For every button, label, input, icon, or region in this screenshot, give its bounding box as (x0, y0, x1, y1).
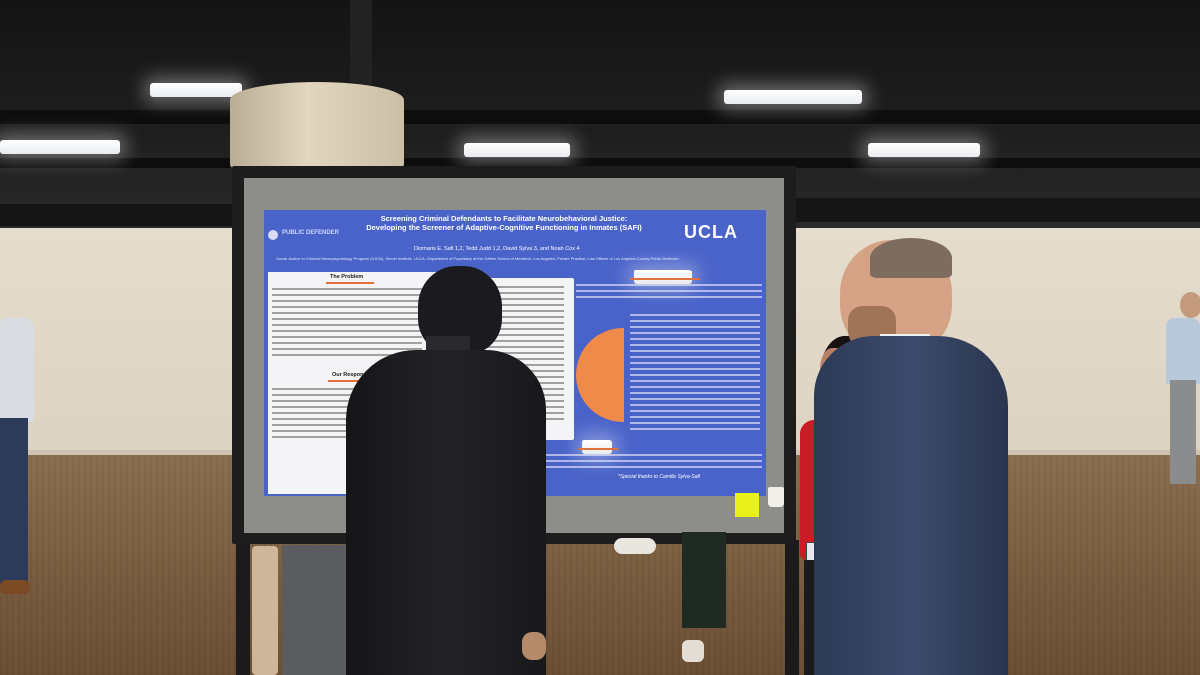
participants-heading: Participants & Results (634, 270, 693, 284)
attendee-shoe (682, 640, 704, 662)
poster-title: Screening Criminal Defendants to Facilit… (334, 214, 674, 233)
attendee-hair (870, 238, 952, 278)
board-stand-leg (785, 540, 799, 675)
attendee-jacket (346, 350, 546, 675)
poster-title-line2: Developing the Screener of Adaptive-Cogn… (366, 223, 642, 233)
problem-underline (326, 282, 374, 284)
results-bullets (630, 314, 760, 434)
public-defender-seal-icon (268, 230, 278, 240)
attendee-legs-behind-board (682, 532, 726, 628)
poster-authors: Diomaris E. Safi 1,2, Tedd Judd 1,2, Dav… (414, 246, 580, 252)
public-defender-label: PUBLIC DEFENDER (282, 230, 340, 236)
attendee-shirt (0, 318, 34, 422)
ceiling-duct (0, 110, 1200, 124)
attendee-hand (522, 632, 546, 660)
sticky-note (735, 493, 759, 517)
conclusion-text (476, 454, 762, 472)
attendee-head (1180, 292, 1200, 318)
attendee-pants (0, 418, 28, 584)
ceiling-pipe (350, 0, 372, 90)
poster-title-line1: Screening Criminal Defendants to Facilit… (380, 214, 628, 223)
ceiling-light (150, 83, 242, 97)
results-pie-chart (576, 328, 624, 422)
conclusion-heading: Conclusion (582, 440, 612, 454)
ucla-logo: UCLA (684, 222, 738, 242)
participants-text (576, 284, 762, 302)
attendee-shirt (1166, 318, 1200, 384)
ceiling-light (724, 90, 862, 104)
support-column (230, 82, 404, 182)
ceiling-duct (0, 158, 1200, 168)
board-stand-leg (236, 540, 250, 675)
ceiling-duct (0, 204, 232, 226)
ceiling-light (868, 143, 980, 157)
attendee-shoe (0, 580, 30, 594)
attendee-shoe (614, 538, 656, 554)
ceiling-light (464, 143, 570, 157)
poster-affiliations: Social Justice in Criminal Neuropsycholo… (276, 256, 679, 261)
attendee-suit-jacket (814, 336, 1008, 675)
paper-cup (768, 487, 784, 507)
problem-text (272, 288, 422, 360)
poster-thanks: *Special thanks to Camille Sylva-Safi (618, 474, 700, 480)
conclusion-underline (578, 448, 618, 450)
problem-heading: The Problem (330, 274, 364, 280)
ceiling-duct (790, 198, 1200, 222)
response-underline (328, 380, 374, 382)
attendee-legs-behind-board (282, 545, 352, 675)
attendee-pants (1170, 380, 1196, 484)
board-tube (252, 546, 278, 675)
response-heading: Our Response (332, 372, 370, 378)
participants-underline (630, 278, 700, 280)
ceiling-light (0, 140, 120, 154)
